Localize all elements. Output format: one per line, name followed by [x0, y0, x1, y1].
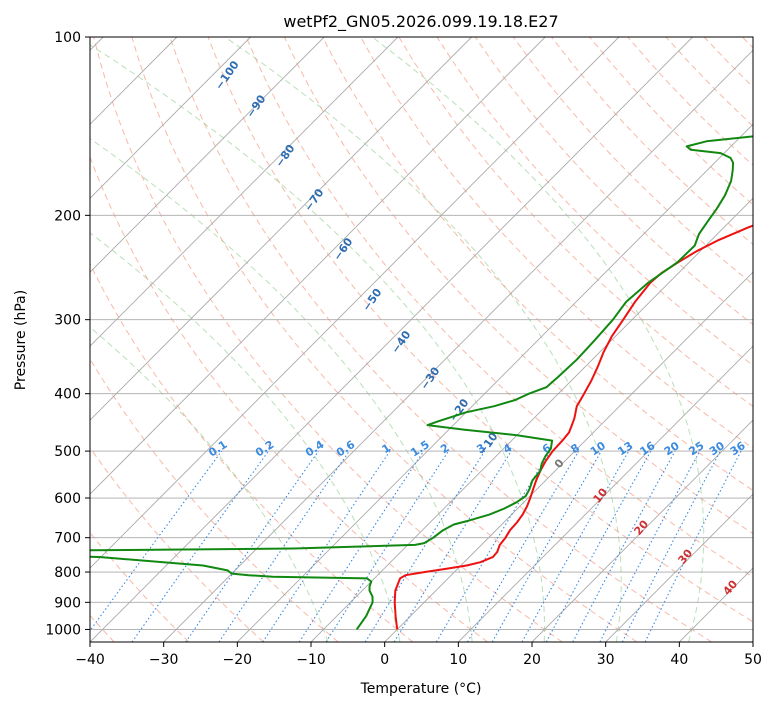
x-tick-label: 20: [523, 652, 541, 668]
x-tick-label: 10: [449, 652, 467, 668]
x-axis-label: Temperature (°C): [360, 681, 482, 697]
x-tick-label: −20: [223, 652, 253, 668]
chart-title: wetPf2_GN05.2026.099.19.18.E27: [283, 12, 558, 32]
y-tick-label: 700: [54, 531, 81, 547]
y-tick-label: 800: [54, 565, 81, 581]
y-tick-label: 1000: [45, 622, 81, 638]
x-tick-label: 0: [380, 652, 389, 668]
x-tick-label: 40: [670, 652, 688, 668]
y-tick-label: 400: [54, 387, 81, 403]
y-tick-label: 900: [54, 595, 81, 611]
y-tick-label: 600: [54, 491, 81, 507]
y-tick-label: 200: [54, 208, 81, 224]
y-tick-label: 500: [54, 444, 81, 460]
x-tick-label: 50: [744, 652, 762, 668]
x-tick-label: −40: [75, 652, 105, 668]
y-tick-label: 300: [54, 313, 81, 329]
x-tick-label: −10: [296, 652, 326, 668]
y-axis-label: Pressure (hPa): [13, 290, 29, 390]
y-tick-label: 100: [54, 30, 81, 46]
x-tick-label: 30: [597, 652, 615, 668]
x-tick-label: −30: [149, 652, 179, 668]
